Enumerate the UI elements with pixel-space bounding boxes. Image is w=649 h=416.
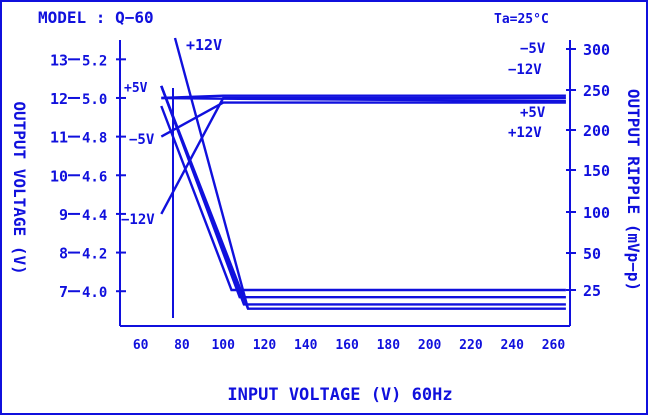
y-right-tick-label: 250 (583, 82, 610, 100)
annotation-minus12v-right: −12V (508, 62, 542, 78)
output-voltage-line (161, 94, 566, 100)
output-voltage-line (160, 101, 566, 138)
y-inner-tick-label: 4.4 (82, 208, 107, 224)
y-outer-tick-label: 11 (50, 129, 68, 147)
y-outer-tick-label: 12 (50, 90, 68, 108)
x-tick-label: 60 (133, 338, 149, 353)
x-tick-label: 240 (500, 338, 524, 353)
x-tick-label: 120 (253, 338, 277, 353)
annotation-minus5v-left: −5V (129, 132, 155, 148)
x-axis-label: INPUT VOLTAGE (V) 60Hz (227, 385, 452, 405)
y-inner-tick-label: 5.2 (82, 53, 107, 69)
ripple-spike-line (173, 37, 250, 310)
ambient-label: Ta=25°C (494, 12, 549, 27)
data-series (160, 37, 566, 310)
y-axis-label-left: OUTPUT VOLTAGE (V) (10, 101, 29, 274)
y-right-tick-label: 50 (583, 245, 601, 263)
x-tick-label: 220 (459, 338, 483, 353)
annotation-plus12v-right: +12V (508, 125, 542, 141)
y-right-tick-label: 150 (583, 162, 610, 180)
y-outer-tick-label: 9 (59, 206, 68, 224)
annotation-minus5v-right: −5V (520, 41, 546, 57)
y-outer-tick-label: 8 (59, 245, 68, 263)
ripple-line (160, 105, 566, 292)
y-axis-label-right: OUTPUT RIPPLE (mVp−p) (624, 89, 643, 291)
x-tick-label: 260 (542, 338, 566, 353)
y-right-tick-label: 25 (583, 282, 601, 300)
annotation-plus5v-left: +5V (124, 81, 148, 96)
y-inner-tick-label: 4.2 (82, 247, 107, 263)
x-tick-label: 200 (418, 338, 442, 353)
annotation-plus5v-right: +5V (520, 105, 546, 121)
y-axis-ticks: 7 4.0 8 4.2 9 4.4 10 4.6 11 4.8 12 5.0 13 5.2 25 50 100 1… (50, 41, 610, 301)
output-voltage-line (160, 96, 566, 215)
annotation-minus12v-left: −12V (121, 212, 155, 228)
x-tick-label: 100 (211, 338, 235, 353)
y-inner-tick-label: 4.0 (82, 285, 107, 301)
y-outer-tick-label: 10 (50, 167, 68, 185)
y-right-tick-label: 200 (583, 122, 610, 140)
ripple-line (160, 85, 566, 306)
y-right-tick-label: 300 (583, 41, 610, 59)
x-tick-label: 140 (294, 338, 318, 353)
y-outer-tick-label: 7 (59, 283, 68, 301)
y-outer-tick-label: 13 (50, 51, 68, 69)
y-inner-tick-label: 4.8 (82, 131, 107, 147)
y-inner-tick-label: 5.0 (82, 92, 107, 108)
x-tick-label: 180 (377, 338, 401, 353)
annotation-plus12v-top: +12V (186, 36, 222, 54)
x-tick-label: 80 (174, 338, 190, 353)
y-right-tick-label: 100 (583, 204, 610, 222)
x-axis-ticks: 60 80 100 120 140 160 180 200 220 240 260 (133, 338, 566, 353)
ripple-line (160, 85, 566, 310)
model-label: MODEL : Q−60 (38, 8, 154, 27)
y-inner-tick-label: 4.6 (82, 169, 107, 185)
x-tick-label: 160 (335, 338, 359, 353)
